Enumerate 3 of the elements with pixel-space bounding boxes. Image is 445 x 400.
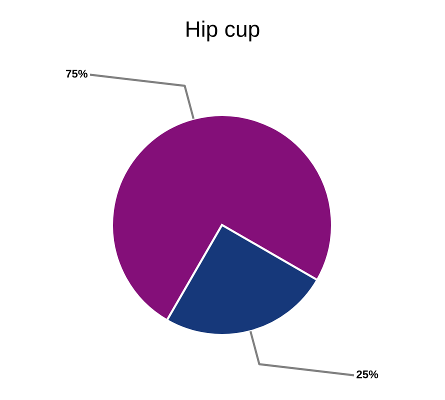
data-label: 75% (66, 70, 88, 78)
data-label: 25% (356, 370, 378, 378)
chart-title: Hip cup (186, 20, 260, 42)
